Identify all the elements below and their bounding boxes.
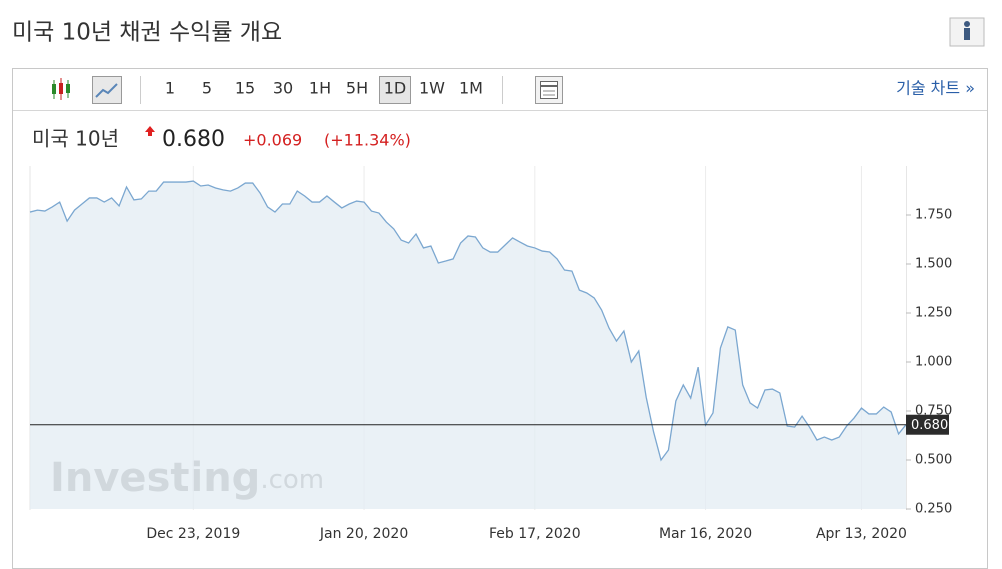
interval-selected-box[interactable]: [379, 76, 411, 104]
area-fill: [30, 181, 906, 509]
info-icon: [964, 28, 970, 40]
line-icon-box[interactable]: [92, 76, 122, 104]
candle-body: [59, 83, 63, 94]
quote-price: 0.680: [162, 127, 225, 152]
interval-button[interactable]: 5H: [346, 79, 368, 98]
price-line: [29, 180, 907, 462]
technical-chart-link[interactable]: 기술 차트 »: [896, 79, 975, 98]
interval-button[interactable]: 1D: [384, 79, 407, 98]
y-tick-label: 1.250: [915, 306, 952, 321]
y-tick-label: 1.000: [915, 355, 952, 370]
table-icon[interactable]: [535, 76, 563, 104]
line-icon-stroke: [95, 83, 118, 98]
x-tick-label: Feb 17, 2020: [489, 526, 581, 542]
candle-icon[interactable]: [52, 78, 70, 100]
interval-button[interactable]: 1W: [419, 79, 445, 98]
info-icon-dot: [964, 21, 970, 27]
x-tick-label: Dec 23, 2019: [146, 526, 240, 542]
candle-body: [66, 84, 70, 93]
interval-button[interactable]: 5: [202, 79, 212, 98]
table-icon-sheet: [540, 81, 558, 99]
quote-name: 미국 10년: [32, 127, 119, 151]
current-price-box: [906, 414, 949, 435]
x-tick-label: Mar 16, 2020: [659, 526, 752, 542]
quote-change: +0.069: [243, 131, 302, 150]
interval-button[interactable]: 15: [235, 79, 255, 98]
y-tick-label: 1.750: [915, 208, 952, 223]
x-tick-label: Jan 20, 2020: [319, 526, 408, 542]
x-tick-label: Apr 13, 2020: [816, 526, 907, 542]
quote-change-percent: (+11.34%): [324, 131, 411, 150]
y-tick-label: 0.500: [915, 453, 952, 468]
interval-button[interactable]: 30: [273, 79, 293, 98]
y-tick-label: 1.500: [915, 257, 952, 272]
line-chart-icon[interactable]: [92, 76, 122, 104]
info-button[interactable]: [949, 17, 985, 47]
up-arrow: [145, 126, 155, 136]
y-tick-label: 0.250: [915, 502, 952, 517]
page-title: 미국 10년 채권 수익률 개요: [12, 20, 282, 46]
candle-body: [52, 84, 56, 94]
current-price-label: 0.680: [911, 418, 948, 433]
interval-button[interactable]: 1M: [459, 79, 483, 98]
interval-button[interactable]: 1: [165, 79, 175, 98]
interval-button[interactable]: 1H: [309, 79, 331, 98]
